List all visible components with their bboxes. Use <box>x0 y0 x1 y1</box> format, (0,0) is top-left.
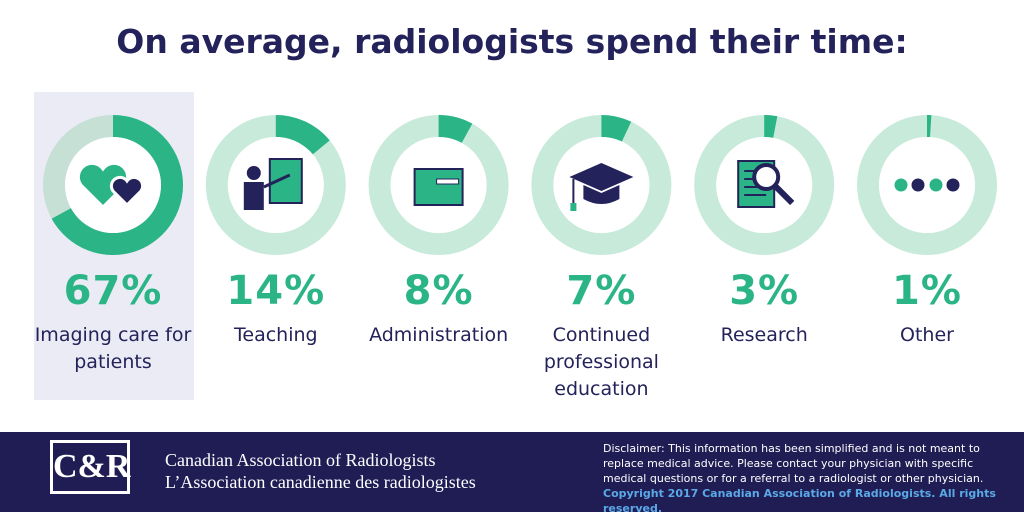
icon <box>413 168 464 206</box>
icon <box>246 166 261 180</box>
icon <box>772 182 795 206</box>
donut-segment <box>51 115 183 255</box>
category-label: Research <box>720 324 808 346</box>
icon <box>752 163 781 191</box>
icon <box>946 178 960 192</box>
value-label: 14% <box>226 268 326 314</box>
icon <box>569 163 634 191</box>
value-label: 67% <box>63 268 163 314</box>
icon <box>894 178 908 192</box>
icon <box>570 203 577 211</box>
icon <box>109 175 145 208</box>
category-label: Administration <box>369 324 509 346</box>
disclaimer-block: Disclaimer: This information has been si… <box>603 441 1013 516</box>
icon <box>929 178 943 192</box>
org-name-fr: L’Association canadienne des radiologist… <box>165 472 476 492</box>
icon <box>436 178 460 185</box>
donut-hole <box>879 137 975 233</box>
icon <box>243 182 264 210</box>
category-label: Continued professional education <box>543 324 659 400</box>
icon <box>76 161 130 210</box>
value-label: 1% <box>892 268 962 314</box>
donut-segment <box>764 115 778 138</box>
category-label: Imaging care for patients <box>34 324 192 373</box>
footer <box>0 432 1024 512</box>
icon <box>911 178 925 192</box>
chart-title: On average, radiologists spend their tim… <box>116 22 908 61</box>
logo: C&R <box>50 440 130 494</box>
donut-segment <box>927 115 932 138</box>
icon <box>263 173 291 189</box>
value-label: 3% <box>729 268 800 314</box>
category-label: Teaching <box>234 324 318 346</box>
org-name-en: Canadian Association of Radiologists <box>165 450 436 470</box>
donut-segment <box>275 115 330 155</box>
chart <box>43 115 997 255</box>
donut-segment <box>438 115 473 143</box>
value-label: 7% <box>566 268 637 314</box>
value-label: 8% <box>403 268 474 314</box>
icon <box>583 185 620 204</box>
disclaimer: Disclaimer: This information has been si… <box>603 442 984 485</box>
donut-segment <box>601 115 632 142</box>
category-label: Other <box>900 324 954 346</box>
